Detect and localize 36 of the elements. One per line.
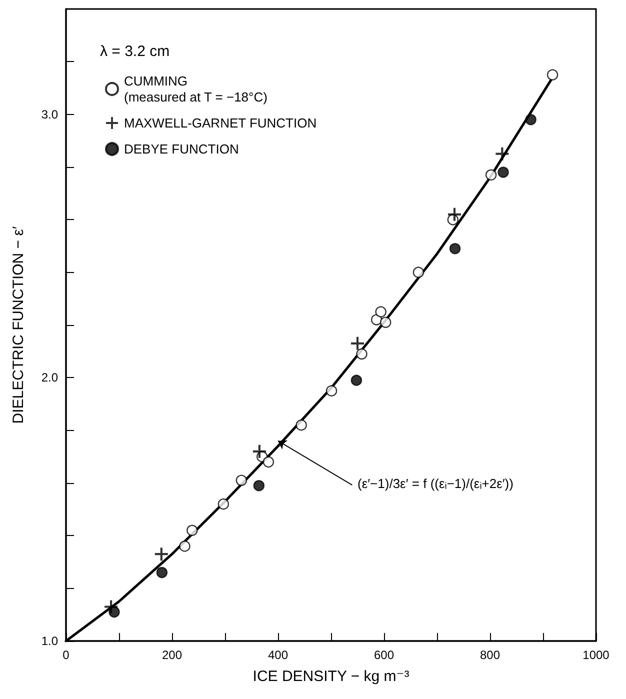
x-tick-label: 800	[480, 648, 500, 662]
point	[108, 606, 120, 618]
point	[186, 524, 198, 536]
point	[218, 498, 230, 510]
legend-label: CUMMING (measured at T = −18°C)	[124, 74, 268, 104]
y-tick-label: 3.0	[41, 107, 58, 122]
point	[525, 114, 536, 126]
point	[179, 540, 190, 552]
x-tick-label: 200	[162, 648, 182, 662]
point	[498, 166, 509, 178]
x-tick-label: 0	[62, 648, 70, 662]
y-axis-title: DIELECTRIC FUNCTION − ε′	[10, 226, 27, 424]
point	[449, 243, 461, 254]
point	[350, 374, 362, 386]
legend-label: DEBYE FUNCTION	[124, 142, 239, 156]
point	[412, 266, 424, 278]
point	[326, 385, 338, 396]
point	[262, 456, 274, 468]
point	[236, 474, 248, 486]
point	[380, 316, 392, 328]
x-tick-label: 600	[374, 648, 394, 662]
point	[253, 480, 265, 492]
x-axis-title: ICE DENSITY − kg m⁻³	[252, 668, 410, 685]
point	[485, 169, 497, 180]
point	[375, 306, 386, 318]
point	[546, 69, 558, 80]
annotation: (ε′−1)/3ε′ = f ((εᵢ−1)/(εᵢ+2ε′))	[358, 476, 514, 492]
y-tick-label: 1.0	[41, 634, 58, 648]
point	[356, 348, 368, 360]
x-tick-label: 1000	[582, 648, 610, 662]
y-tick-label: 2.0	[41, 370, 58, 385]
point	[296, 419, 307, 431]
x-tick-label: 400	[268, 648, 288, 662]
legend-label: MAXWELL-GARNET FUNCTION	[124, 116, 317, 130]
legend-title: λ = 3.2 cm	[100, 43, 170, 60]
point	[156, 566, 168, 578]
